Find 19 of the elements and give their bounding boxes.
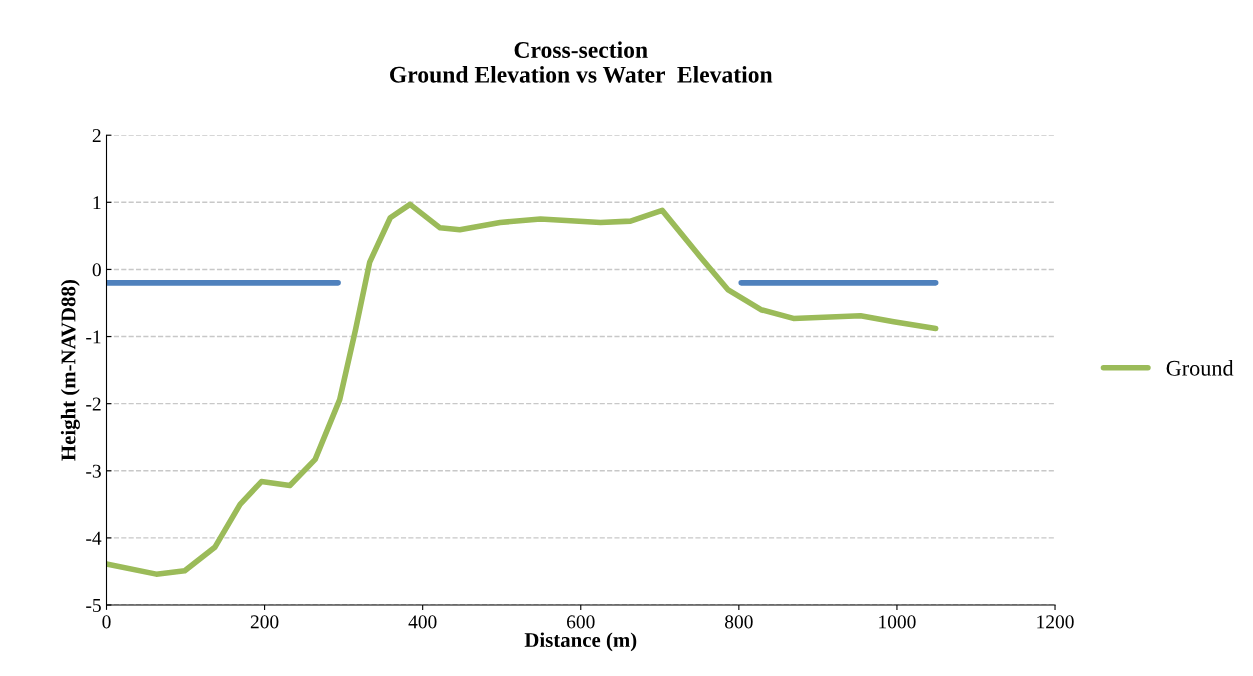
x-tick-label: 1200 [1037, 615, 1074, 629]
x-tick-label: 200 [250, 615, 279, 629]
x-axis-title: Distance (m) [524, 632, 637, 652]
y-tick-label: 1 [93, 196, 101, 210]
x-tick-label: 600 [567, 615, 595, 629]
y-tick-label: -5 [86, 599, 101, 612]
chart-title: Cross-section Ground Elevation vs Water Elevation [390, 41, 773, 83]
y-tick-label: -4 [86, 531, 102, 545]
x-tick-label: 800 [725, 615, 753, 629]
legend-label: Ground [1166, 360, 1234, 376]
y-tick-label: -3 [86, 464, 101, 478]
y-axis-title: Height (m-NAVD88) [60, 280, 80, 461]
x-tick-label: 400 [408, 615, 437, 629]
y-tick-label: -1 [86, 330, 101, 344]
y-tick-label: 2 [92, 129, 101, 142]
x-tick-label: 1000 [879, 615, 916, 629]
x-tick-label: 0 [102, 615, 111, 629]
y-tick-label: 0 [92, 263, 101, 277]
y-tick-label: -2 [86, 397, 101, 411]
